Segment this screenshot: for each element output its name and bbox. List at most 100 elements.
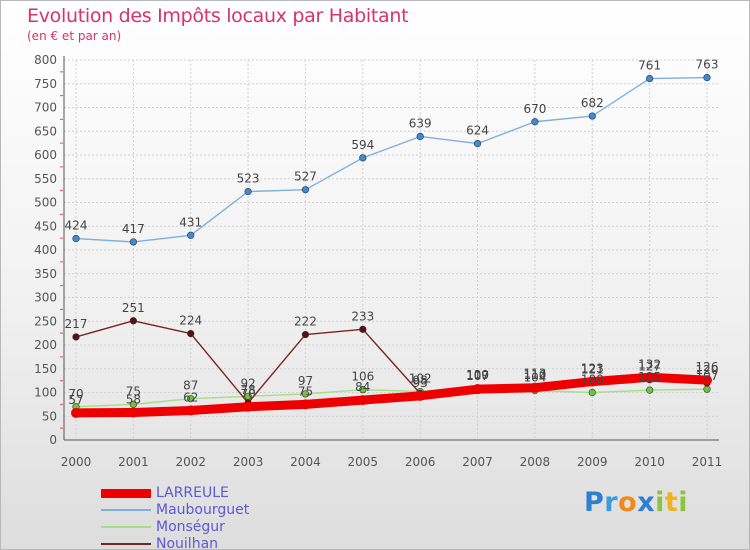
data-label-maubourguet: 594 bbox=[351, 138, 374, 152]
data-point-maubourguet bbox=[531, 118, 539, 126]
series-line-maubourguet bbox=[75, 76, 708, 243]
legend-label: Nouilhan bbox=[156, 536, 219, 550]
data-label-mons-gur: 87 bbox=[183, 379, 198, 393]
data-point-maubourguet bbox=[187, 231, 195, 239]
data-label-mons-gur: 107 bbox=[696, 369, 719, 383]
data-point-maubourguet bbox=[416, 132, 424, 141]
data-label-larreule: 93 bbox=[413, 376, 428, 390]
data-label-nouilhan: 120 bbox=[696, 363, 719, 377]
proxiti-logo: Proxiti bbox=[584, 487, 688, 518]
data-point-larreule bbox=[702, 375, 712, 386]
data-label-mons-gur: 70 bbox=[68, 387, 83, 401]
series-line-larreule bbox=[71, 372, 712, 418]
logo-letter: P bbox=[584, 487, 605, 518]
data-label-larreule: 132 bbox=[638, 357, 661, 371]
legend-swatch bbox=[101, 509, 151, 511]
data-point-mons-gur bbox=[301, 390, 310, 398]
y-tick-label: 150 bbox=[34, 362, 57, 376]
data-label-larreule: 75 bbox=[298, 384, 313, 398]
data-point-mons-gur bbox=[588, 388, 596, 397]
chart-title: Evolution des Impôts locaux par Habitant bbox=[27, 5, 409, 27]
legend-swatch bbox=[101, 543, 151, 545]
legend-label: Monségur bbox=[156, 519, 225, 535]
data-point-larreule bbox=[300, 399, 311, 410]
y-tick-label: 300 bbox=[34, 291, 57, 305]
data-point-larreule bbox=[357, 395, 368, 406]
data-label-nouilhan: 222 bbox=[294, 315, 317, 329]
data-point-larreule bbox=[472, 384, 483, 395]
data-label-larreule: 107 bbox=[466, 369, 489, 383]
data-label-maubourguet: 761 bbox=[638, 59, 661, 73]
data-label-nouilhan: 121 bbox=[581, 363, 604, 377]
data-point-mons-gur bbox=[187, 395, 195, 403]
data-label-maubourguet: 624 bbox=[466, 124, 489, 138]
data-label-nouilhan: 98 bbox=[413, 373, 428, 387]
x-tick-label: 2010 bbox=[634, 455, 665, 469]
data-point-larreule bbox=[243, 401, 254, 412]
data-label-larreule: 57 bbox=[68, 393, 83, 407]
data-label-larreule: 110 bbox=[523, 368, 546, 382]
data-point-maubourguet bbox=[72, 235, 80, 243]
legend-label: LARREULE bbox=[156, 485, 229, 501]
logo-letter: t bbox=[664, 487, 679, 518]
data-point-nouilhan bbox=[187, 330, 195, 338]
data-label-larreule: 58 bbox=[126, 392, 141, 406]
logo-letter: i bbox=[655, 487, 665, 518]
x-tick-label: 2000 bbox=[61, 455, 92, 469]
y-tick-label: 600 bbox=[34, 148, 57, 162]
chart-subtitle: (en € et par an) bbox=[27, 29, 122, 43]
data-point-larreule bbox=[415, 390, 426, 401]
data-label-larreule: 70 bbox=[240, 387, 255, 401]
x-tick-label: 2009 bbox=[577, 455, 608, 469]
data-point-nouilhan bbox=[72, 333, 80, 341]
logo-letter: i bbox=[678, 487, 689, 518]
x-tick-label: 2011 bbox=[692, 455, 723, 469]
data-label-mons-gur: 104 bbox=[523, 371, 546, 385]
data-label-mons-gur: 109 bbox=[466, 368, 489, 382]
y-tick-label: 0 bbox=[49, 433, 57, 447]
y-tick-label: 100 bbox=[34, 386, 57, 400]
data-label-maubourguet: 417 bbox=[122, 222, 145, 236]
data-label-mons-gur: 102 bbox=[409, 372, 432, 386]
data-label-maubourguet: 527 bbox=[294, 170, 317, 184]
data-point-larreule bbox=[587, 376, 598, 387]
y-tick-label: 50 bbox=[42, 409, 57, 423]
data-point-mons-gur bbox=[646, 386, 654, 394]
y-tick-label: 550 bbox=[34, 172, 57, 186]
series-line-mons-gur bbox=[75, 387, 708, 408]
data-label-larreule: 126 bbox=[696, 360, 719, 374]
x-tick-label: 2005 bbox=[348, 455, 379, 469]
data-point-larreule bbox=[185, 405, 196, 416]
data-label-maubourguet: 523 bbox=[237, 172, 260, 186]
data-label-mons-gur: 100 bbox=[581, 373, 604, 387]
data-point-larreule bbox=[71, 407, 81, 418]
x-tick-label: 2007 bbox=[462, 455, 493, 469]
data-label-mons-gur: 75 bbox=[126, 384, 141, 398]
data-point-mons-gur bbox=[703, 385, 711, 393]
data-label-maubourguet: 424 bbox=[65, 219, 88, 233]
x-tick-label: 2006 bbox=[405, 455, 436, 469]
data-point-maubourguet bbox=[301, 186, 310, 194]
y-tick-label: 200 bbox=[34, 338, 57, 352]
y-tick-label: 800 bbox=[34, 53, 57, 67]
y-tick-label: 700 bbox=[34, 101, 57, 115]
logo-letter: r bbox=[604, 487, 619, 518]
data-label-larreule: 62 bbox=[183, 391, 198, 405]
y-tick-label: 500 bbox=[34, 196, 57, 210]
data-point-maubourguet bbox=[244, 187, 252, 196]
data-point-nouilhan bbox=[301, 330, 310, 339]
data-point-maubourguet bbox=[129, 238, 137, 246]
data-label-maubourguet: 670 bbox=[523, 102, 546, 116]
data-label-larreule: 84 bbox=[355, 380, 370, 394]
logo-letter: o bbox=[618, 487, 638, 518]
y-tick-label: 450 bbox=[34, 219, 57, 233]
legend-label: Maubourguet bbox=[156, 502, 250, 518]
data-point-maubourguet bbox=[703, 73, 711, 82]
data-label-maubourguet: 639 bbox=[409, 116, 432, 130]
data-point-maubourguet bbox=[359, 154, 367, 162]
data-point-maubourguet bbox=[646, 74, 654, 83]
x-tick-label: 2003 bbox=[233, 455, 264, 469]
data-label-maubourguet: 431 bbox=[179, 215, 202, 229]
data-label-maubourguet: 763 bbox=[696, 58, 719, 72]
data-label-nouilhan: 217 bbox=[65, 317, 88, 331]
